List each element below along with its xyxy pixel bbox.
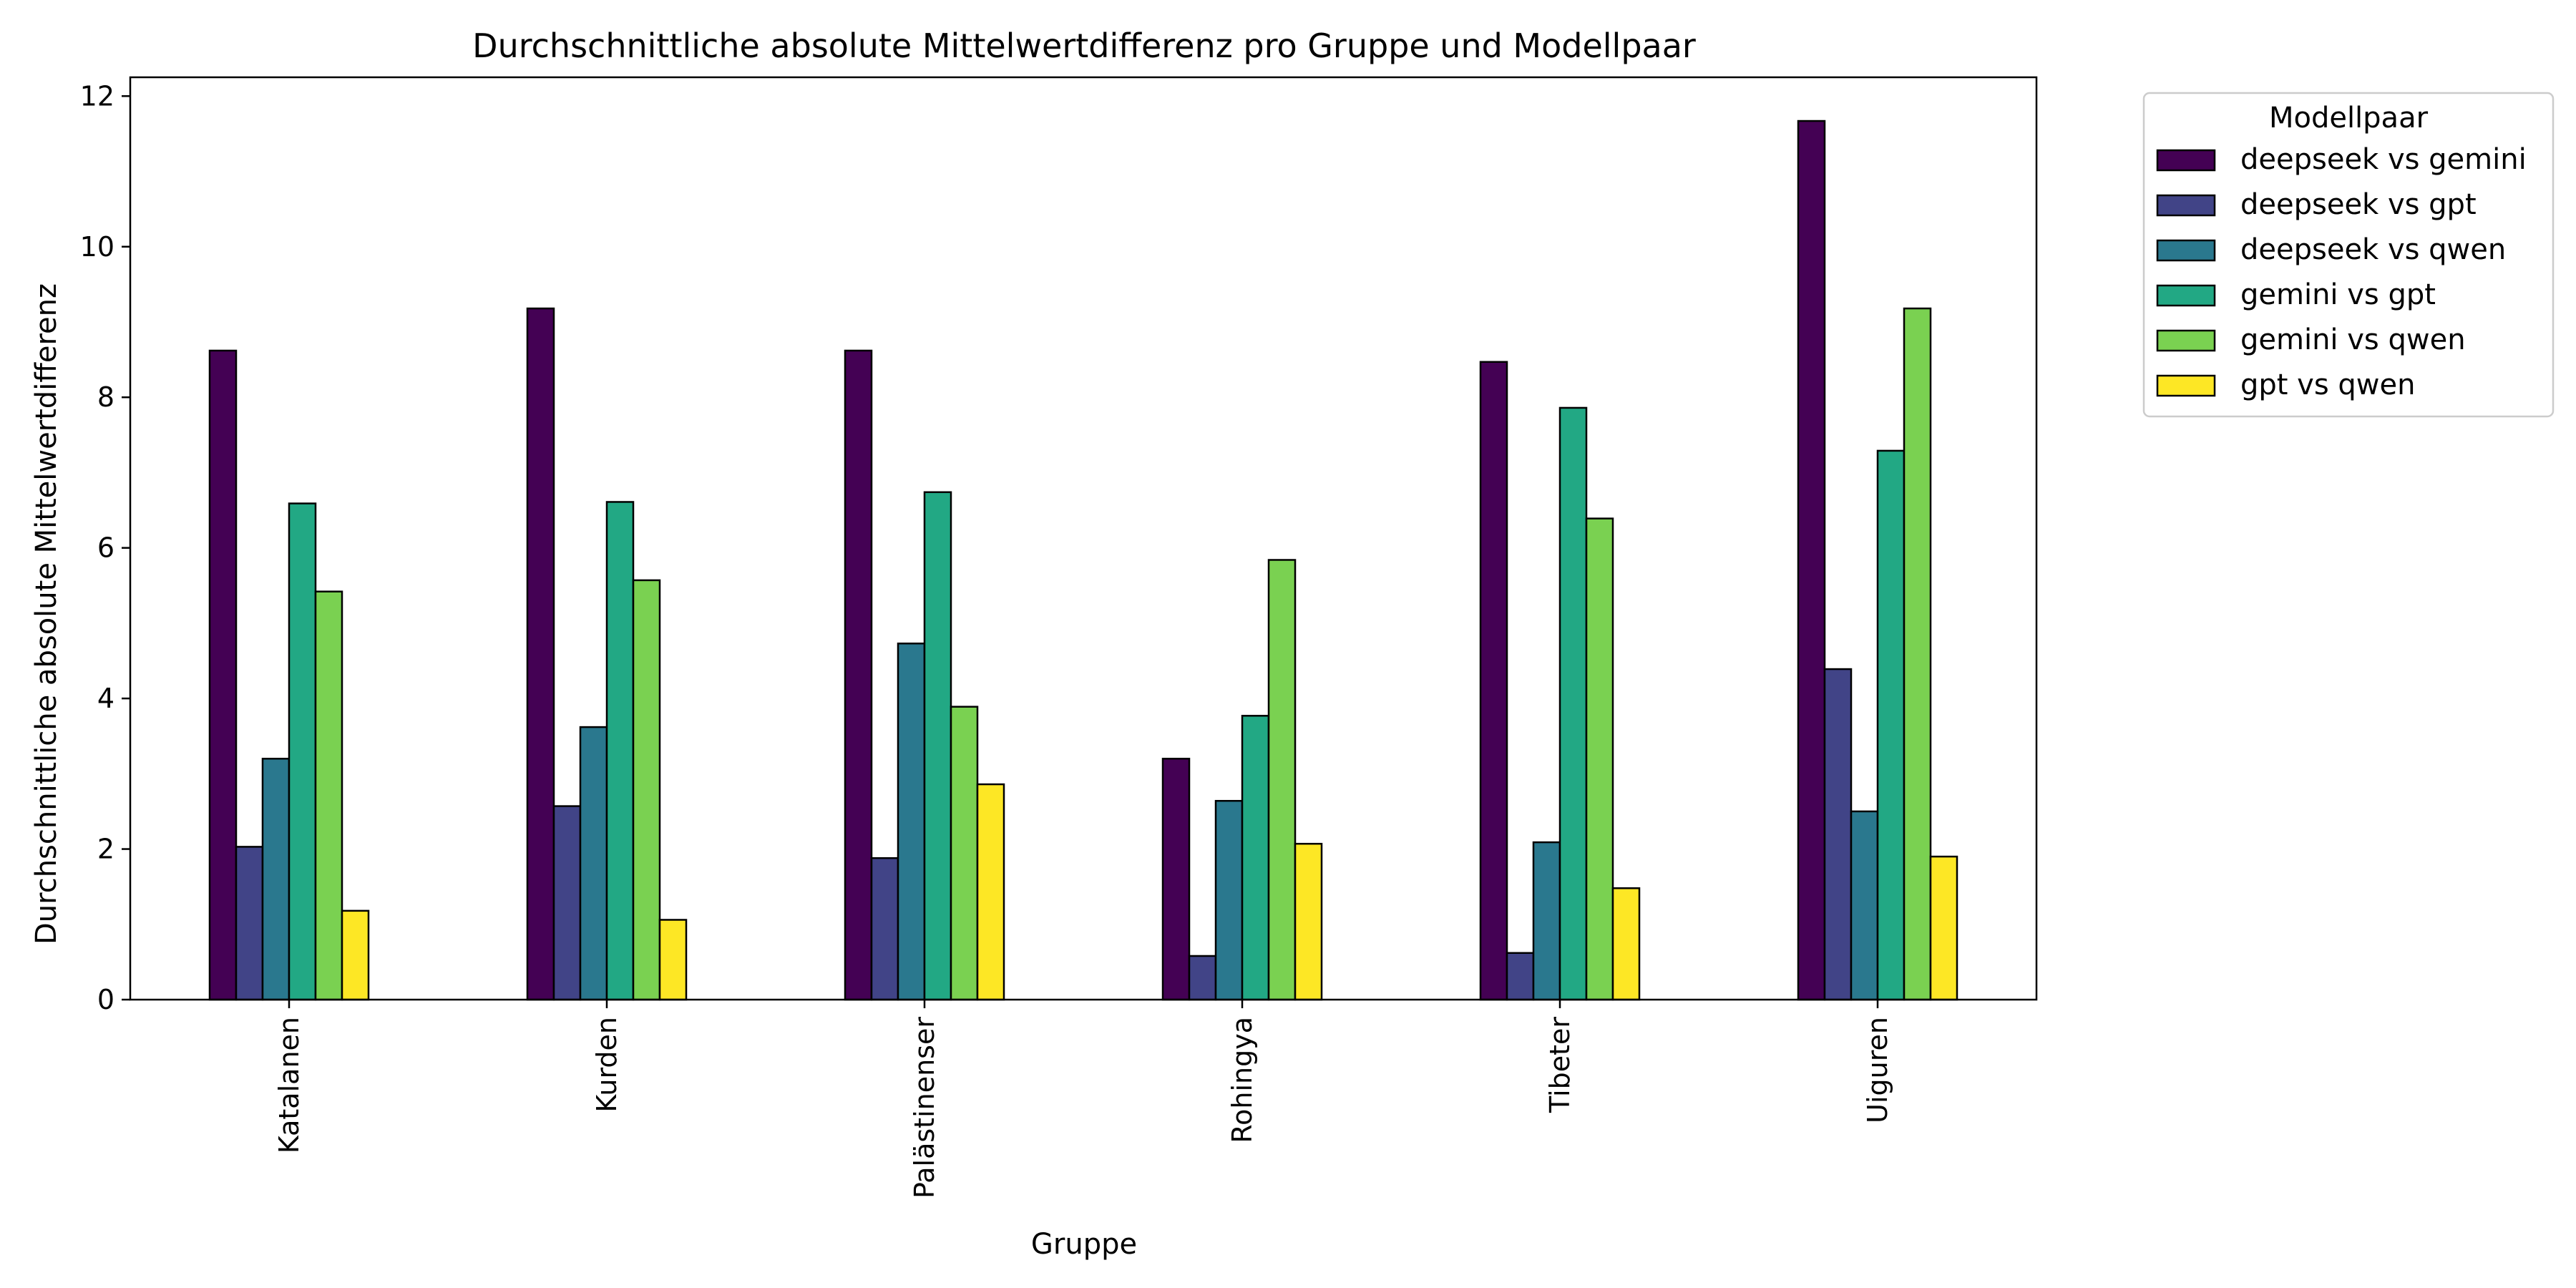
bar-katalanen-series-3 xyxy=(261,758,291,1001)
chart-title: Durchschnittliche absolute Mittelwertdif… xyxy=(472,26,1696,65)
y-axis: 0 2 4 6 8 10 12 xyxy=(80,80,130,1015)
bar-uiguren-series-3 xyxy=(1850,810,1879,1001)
bar-palästinenser-series-4 xyxy=(923,491,952,1001)
legend-box xyxy=(2142,92,2555,418)
bar-palästinenser-series-6 xyxy=(976,783,1005,1001)
legend-swatch-2 xyxy=(2156,194,2216,217)
bar-kurden-series-1 xyxy=(526,307,555,1001)
x-tick-label-palästinenser: Palästinenser xyxy=(909,1017,940,1199)
legend-title: Modellpaar xyxy=(2269,102,2429,135)
y-tick-label: 4 xyxy=(97,683,114,714)
legend-label-6: gpt vs qwen xyxy=(2240,369,2415,401)
legend-swatch-5 xyxy=(2156,329,2216,352)
bar-palästinenser-series-5 xyxy=(950,706,979,1001)
bar-kurden-series-4 xyxy=(605,501,635,1001)
bar-uiguren-series-6 xyxy=(1929,855,1958,1001)
legend-label-1: deepseek vs gemini xyxy=(2240,143,2527,176)
bar-tibeter-series-4 xyxy=(1558,406,1588,1001)
bar-palästinenser-series-1 xyxy=(844,349,873,1001)
legend-label-4: gemini vs gpt xyxy=(2240,278,2436,311)
bar-tibeter-series-5 xyxy=(1585,517,1614,1001)
y-tick-label: 0 xyxy=(97,984,114,1015)
bar-palästinenser-series-3 xyxy=(897,643,926,1001)
x-tick-label-rohingya: Rohingya xyxy=(1226,1017,1258,1143)
legend-label-3: deepseek vs qwen xyxy=(2240,233,2506,266)
y-tick-label: 6 xyxy=(97,532,114,564)
legend-swatch-6 xyxy=(2156,374,2216,397)
bars-layer xyxy=(208,119,1958,1001)
legend-swatch-3 xyxy=(2156,239,2216,262)
bar-katalanen-series-1 xyxy=(208,349,238,1001)
legend-swatch-4 xyxy=(2156,284,2216,307)
bar-uiguren-series-2 xyxy=(1823,668,1853,1001)
bar-tibeter-series-6 xyxy=(1611,887,1641,1001)
bar-katalanen-series-5 xyxy=(314,590,343,1001)
bar-tibeter-series-2 xyxy=(1506,952,1535,1001)
plot-area-frame xyxy=(129,76,2038,1001)
x-tick-label-kurden: Kurden xyxy=(591,1017,623,1113)
bar-rohingya-series-1 xyxy=(1161,758,1191,1001)
x-axis-label: Gruppe xyxy=(1031,1228,1137,1261)
bar-kurden-series-3 xyxy=(579,726,608,1001)
legend-swatch-1 xyxy=(2156,149,2216,172)
bar-rohingya-series-4 xyxy=(1241,715,1270,1001)
legend-label-2: deepseek vs gpt xyxy=(2240,188,2477,221)
bar-uiguren-series-4 xyxy=(1876,449,1906,1001)
x-tick-label-katalanen: Katalanen xyxy=(273,1017,305,1153)
y-tick-label: 2 xyxy=(97,834,114,865)
bar-kurden-series-5 xyxy=(632,579,661,1001)
bar-kurden-series-2 xyxy=(552,805,582,1001)
bar-kurden-series-6 xyxy=(658,919,688,1001)
bar-katalanen-series-4 xyxy=(288,502,317,1001)
bar-palästinenser-series-2 xyxy=(870,857,899,1001)
legend-label-5: gemini vs qwen xyxy=(2240,323,2466,356)
bar-uiguren-series-1 xyxy=(1797,119,1826,1001)
bar-katalanen-series-6 xyxy=(341,909,370,1001)
y-axis-label: Durchschnittliche absolute Mittelwertdif… xyxy=(30,283,63,945)
bar-tibeter-series-3 xyxy=(1532,841,1561,1001)
bar-rohingya-series-6 xyxy=(1294,842,1323,1001)
x-tick-label-tibeter: Tibeter xyxy=(1544,1017,1576,1113)
y-tick-label: 10 xyxy=(80,231,114,263)
y-tick-label: 12 xyxy=(80,80,114,112)
x-tick-label-uiguren: Uiguren xyxy=(1862,1017,1893,1123)
bar-rohingya-series-3 xyxy=(1214,799,1244,1001)
x-axis: Katalanen Kurden Palästinenser Rohingya Tibe… xyxy=(273,1000,1893,1199)
legend-items: deepseek vs gemini deepseek vs gpt deepsee… xyxy=(2156,143,2527,401)
bar-tibeter-series-1 xyxy=(1479,361,1508,1001)
bar-rohingya-series-5 xyxy=(1267,559,1297,1001)
bar-katalanen-series-2 xyxy=(235,846,264,1001)
bar-uiguren-series-5 xyxy=(1903,307,1932,1001)
bar-rohingya-series-2 xyxy=(1188,955,1217,1001)
y-tick-label: 8 xyxy=(97,381,114,413)
